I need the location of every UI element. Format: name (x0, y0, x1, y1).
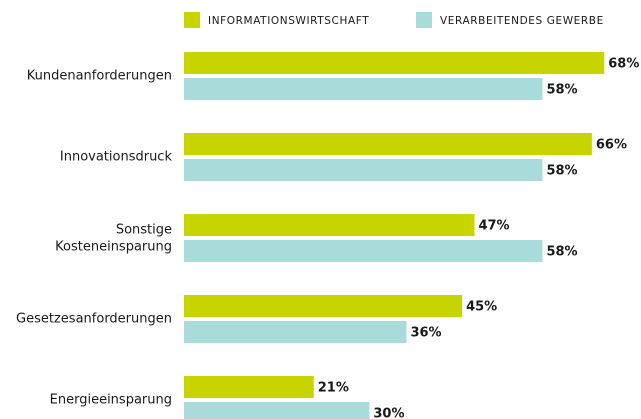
bar (184, 78, 543, 100)
value-label: 58% (546, 83, 577, 98)
value-label: 58% (546, 245, 577, 260)
bar (184, 133, 592, 155)
legend-label: VERARBEITENDES GEWERBE (440, 15, 604, 27)
category-label: Sonstige Kosteneinsparung (55, 222, 172, 254)
legend-swatch (184, 12, 200, 28)
legend-swatch (416, 12, 432, 28)
value-label: 68% (608, 57, 639, 72)
value-label: 45% (466, 300, 497, 315)
bar (184, 321, 407, 343)
bar (184, 240, 543, 262)
category-label: Gesetzesanforderungen (16, 312, 172, 327)
bar (184, 376, 314, 398)
value-label: 58% (546, 164, 577, 179)
bar (184, 402, 370, 419)
category-label: Kundenanforderungen (27, 69, 172, 84)
category-label: Energieeinsparung (50, 393, 172, 408)
value-label: 30% (373, 407, 404, 419)
value-label: 47% (478, 219, 509, 234)
legend-label: INFORMATIONSWIRTSCHAFT (208, 15, 369, 27)
value-label: 66% (596, 138, 627, 153)
bar (184, 159, 543, 181)
bar (184, 214, 475, 236)
value-label: 21% (318, 381, 349, 396)
bar (184, 295, 463, 317)
category-label: Innovationsdruck (60, 150, 173, 165)
bar (184, 52, 605, 74)
value-label: 36% (410, 326, 441, 341)
